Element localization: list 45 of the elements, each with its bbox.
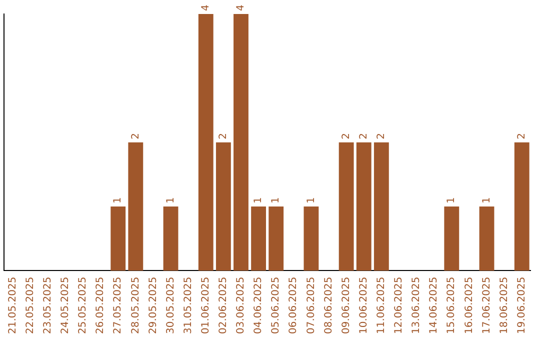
x-tick-label: 25.05.2025 [78, 276, 89, 334]
x-tick-label: 27.05.2025 [112, 276, 124, 334]
x-tick-label: 08.06.2025 [323, 276, 334, 334]
x-tick-label: 04.06.2025 [253, 276, 264, 334]
x-tick-label: 07.06.2025 [306, 276, 317, 334]
x-tick-label: 15.06.2025 [446, 276, 458, 334]
data-label: 4 [200, 4, 212, 11]
x-tick-label: 02.06.2025 [218, 276, 230, 334]
x-tick-label: 03.06.2025 [236, 276, 247, 334]
data-label: 1 [253, 197, 264, 204]
x-tick-label: 24.05.2025 [60, 276, 72, 334]
x-tick-label: 29.05.2025 [148, 276, 159, 334]
data-label: 1 [270, 197, 282, 204]
x-tick-label: 17.06.2025 [481, 276, 492, 334]
x-tick-label: 06.06.2025 [288, 276, 300, 334]
x-tick-label: 21.05.2025 [7, 276, 18, 334]
x-tick-label: 13.06.2025 [411, 276, 422, 334]
data-label: 1 [446, 197, 458, 204]
x-tick-label: 26.05.2025 [95, 276, 106, 334]
x-tick-label: 30.05.2025 [165, 276, 176, 334]
x-tick-label: 31.05.2025 [182, 276, 194, 334]
x-tick-label: 09.06.2025 [340, 276, 352, 334]
data-label: 1 [481, 197, 492, 204]
data-label: 2 [340, 132, 352, 140]
x-tick-label: 12.06.2025 [394, 276, 405, 334]
x-tick-label: 05.06.2025 [270, 276, 282, 334]
x-tick-label: 23.05.2025 [42, 276, 54, 334]
data-label: 2 [358, 132, 370, 140]
x-tick-label: 16.06.2025 [464, 276, 475, 334]
data-label: 2 [130, 132, 142, 140]
data-label: 1 [165, 197, 176, 204]
x-tick-label: 19.06.2025 [516, 276, 528, 334]
x-tick-label: 18.06.2025 [498, 276, 510, 334]
data-label: 2 [376, 132, 388, 140]
x-tick-label: 01.06.2025 [200, 276, 212, 334]
x-tick-label: 11.06.2025 [376, 276, 388, 334]
data-label: 2 [218, 132, 230, 140]
x-tick-label: 22.05.2025 [24, 276, 36, 334]
x-tick-label: 28.05.2025 [130, 276, 142, 334]
x-tick-label: 10.06.2025 [358, 276, 370, 334]
x-tick-label: 14.06.2025 [428, 276, 440, 334]
data-label: 2 [516, 132, 528, 140]
data-label: 1 [306, 197, 317, 204]
data-label: 4 [236, 4, 247, 11]
data-label: 1 [112, 197, 124, 204]
